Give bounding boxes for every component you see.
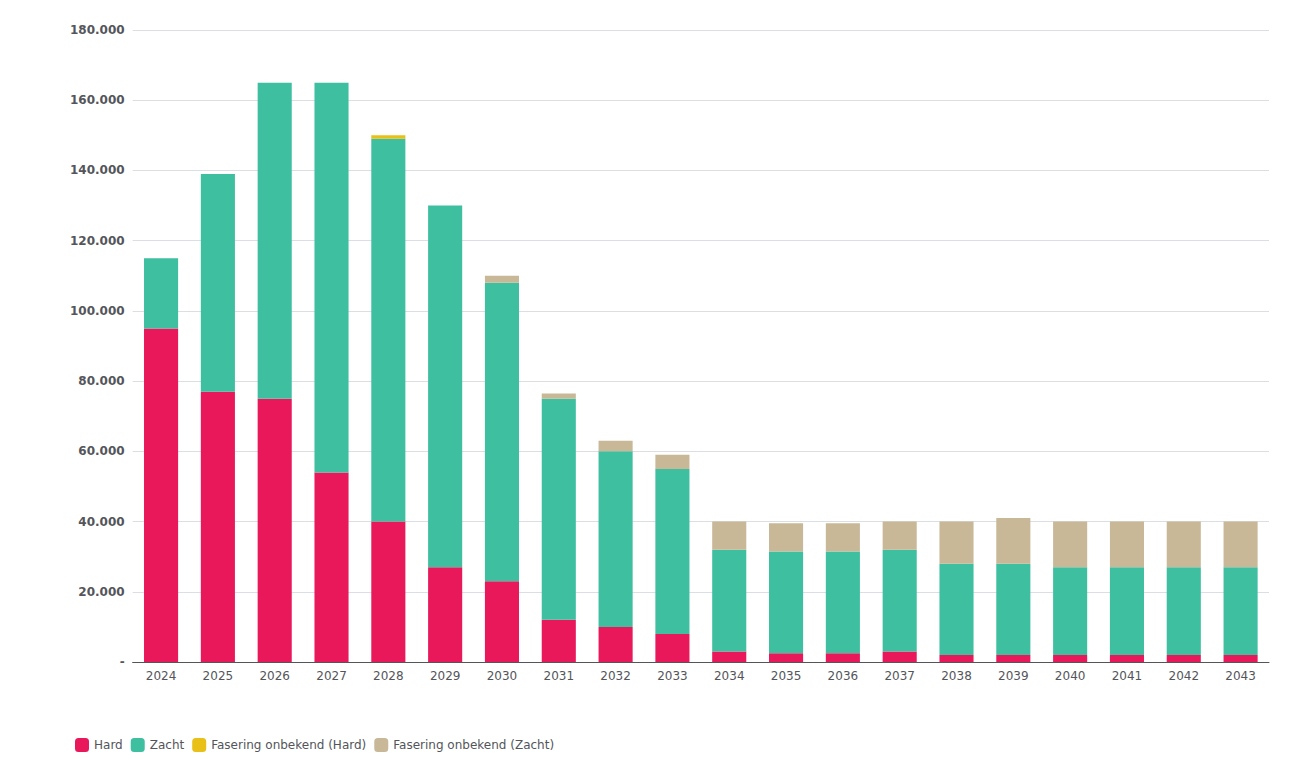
svg-text:2043: 2043	[1225, 669, 1256, 683]
svg-text:Fasering onbekend (Zacht): Fasering onbekend (Zacht)	[393, 738, 554, 752]
svg-text:2030: 2030	[487, 669, 518, 683]
svg-text:2029: 2029	[430, 669, 461, 683]
svg-text:2027: 2027	[316, 669, 347, 683]
svg-text:-: -	[120, 655, 125, 669]
svg-text:2036: 2036	[828, 669, 859, 683]
svg-text:2028: 2028	[373, 669, 404, 683]
svg-text:2025: 2025	[203, 669, 234, 683]
svg-text:2033: 2033	[657, 669, 688, 683]
svg-text:20.000: 20.000	[78, 585, 124, 599]
svg-text:180.000: 180.000	[70, 23, 125, 37]
svg-text:2039: 2039	[998, 669, 1029, 683]
svg-text:120.000: 120.000	[70, 234, 125, 248]
svg-text:Hard: Hard	[94, 738, 123, 752]
svg-text:60.000: 60.000	[78, 444, 124, 458]
svg-text:2038: 2038	[941, 669, 972, 683]
svg-text:2034: 2034	[714, 669, 745, 683]
svg-text:2035: 2035	[771, 669, 802, 683]
svg-text:2041: 2041	[1112, 669, 1143, 683]
svg-text:2037: 2037	[884, 669, 915, 683]
svg-text:100.000: 100.000	[70, 304, 125, 318]
svg-text:2042: 2042	[1169, 669, 1200, 683]
svg-text:40.000: 40.000	[78, 515, 124, 529]
svg-text:2040: 2040	[1055, 669, 1086, 683]
svg-text:2032: 2032	[600, 669, 631, 683]
svg-text:2026: 2026	[259, 669, 290, 683]
svg-text:Zacht: Zacht	[150, 738, 185, 752]
svg-text:160.000: 160.000	[70, 93, 125, 107]
svg-text:140.000: 140.000	[70, 163, 125, 177]
svg-text:Fasering onbekend (Hard): Fasering onbekend (Hard)	[211, 738, 366, 752]
svg-text:2031: 2031	[544, 669, 575, 683]
svg-text:80.000: 80.000	[78, 374, 124, 388]
svg-text:2024: 2024	[146, 669, 177, 683]
